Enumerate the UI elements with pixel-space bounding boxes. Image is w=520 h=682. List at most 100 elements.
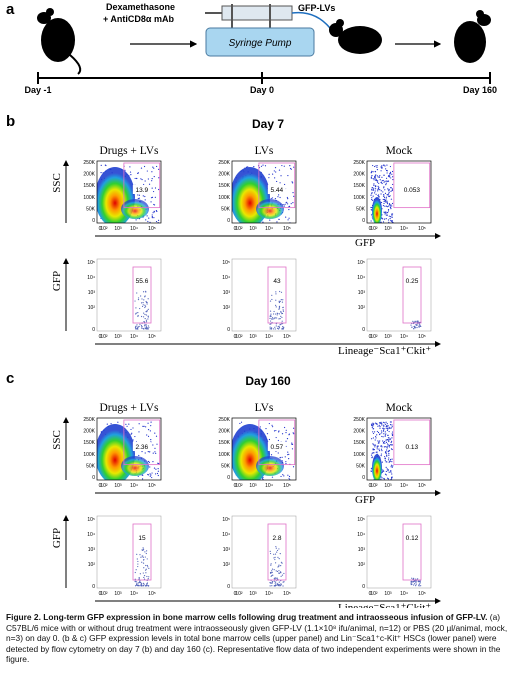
x-tick-label: 10⁵ — [148, 483, 156, 489]
caption: Figure 2. Long-term GFP expression in bo… — [6, 612, 514, 665]
dot — [270, 197, 272, 200]
dot — [155, 210, 158, 212]
dot — [382, 427, 384, 430]
y-tick-label: 200K — [83, 429, 95, 435]
y-tick-label: 10² — [358, 562, 366, 568]
dot — [128, 423, 130, 425]
dot — [280, 315, 282, 317]
dot — [384, 192, 387, 194]
dot — [288, 477, 290, 479]
dot — [269, 572, 272, 574]
gate — [258, 162, 296, 209]
dot — [151, 217, 153, 219]
dot — [276, 582, 278, 585]
dot — [281, 316, 283, 319]
dot — [391, 434, 394, 437]
dot — [275, 581, 277, 583]
y-tick-label: 10⁵ — [87, 260, 95, 266]
dot — [145, 568, 147, 570]
dot — [293, 166, 295, 168]
x-tick-label: 10³ — [384, 226, 392, 232]
dot — [146, 310, 148, 312]
dot — [271, 585, 273, 587]
dot — [144, 551, 146, 553]
dot — [384, 180, 386, 182]
dot — [381, 167, 383, 169]
dot — [275, 293, 277, 295]
dot — [269, 552, 272, 555]
dot — [390, 427, 392, 429]
dot — [390, 204, 392, 206]
dot — [376, 175, 378, 177]
dot — [391, 433, 393, 435]
dot — [275, 306, 277, 308]
dot — [100, 172, 102, 174]
dot — [386, 429, 389, 431]
dot — [141, 298, 143, 300]
dot — [417, 581, 420, 583]
x-tick-label: 10⁴ — [130, 591, 138, 597]
dot — [142, 302, 144, 304]
dot — [412, 320, 414, 322]
dot — [384, 446, 386, 448]
dot — [381, 424, 383, 426]
dot — [376, 448, 378, 450]
gate — [402, 266, 422, 324]
dot — [282, 309, 284, 311]
y-tick-label: 100K — [83, 195, 95, 201]
density — [97, 421, 160, 480]
dot — [414, 326, 416, 329]
dot — [138, 578, 140, 580]
y-tick-label: 10² — [88, 562, 96, 568]
dot — [385, 452, 387, 454]
dot — [144, 569, 147, 571]
y-tick-label: 100K — [83, 452, 95, 458]
dot — [273, 569, 275, 571]
dot — [279, 456, 281, 459]
caption-text: (a) C57BL/6 mice with or without drug tr… — [6, 612, 508, 665]
dot — [379, 179, 381, 181]
y-tick-label: 100K — [218, 452, 230, 458]
dot — [379, 440, 381, 442]
dot — [387, 445, 389, 447]
dot — [390, 466, 392, 468]
dot — [380, 170, 382, 172]
x-tick-label: 10⁵ — [418, 591, 426, 597]
dot — [377, 188, 379, 190]
dot — [380, 448, 383, 450]
dot — [375, 437, 377, 439]
dot — [136, 326, 139, 328]
x-tick-label: 10⁵ — [418, 226, 426, 232]
dot — [274, 556, 276, 558]
dot — [390, 208, 392, 210]
dot — [156, 472, 159, 475]
dot — [391, 431, 394, 433]
dot — [278, 313, 281, 315]
dot — [106, 423, 108, 425]
dot — [371, 423, 373, 425]
y-tick-label: 150K — [83, 440, 95, 446]
dot — [270, 315, 272, 317]
dot — [373, 184, 375, 186]
gate-value: 43 — [273, 278, 281, 285]
y-tick-label: 100K — [218, 195, 230, 201]
pump — [205, 27, 315, 57]
x-tick-label: 10⁴ — [400, 483, 408, 489]
dot — [145, 426, 147, 428]
dot — [288, 208, 290, 211]
dot — [273, 310, 275, 313]
dot — [373, 183, 375, 185]
x-tick-label: 10³ — [249, 483, 257, 489]
dot — [269, 323, 271, 325]
dot — [413, 577, 415, 579]
day: Day -1 — [24, 85, 51, 95]
dot — [283, 572, 285, 575]
y-tick-label: 10³ — [223, 290, 231, 296]
dot — [141, 178, 143, 181]
dot — [388, 191, 390, 194]
dot — [390, 190, 392, 192]
dot — [281, 323, 283, 325]
dot — [374, 192, 376, 194]
axis-label: Lineage⁻Sca1⁺Ckit⁺ — [338, 602, 431, 608]
figure: a Dexamethasone + AntiCD8α mAb Syringe P… — [6, 1, 497, 608]
